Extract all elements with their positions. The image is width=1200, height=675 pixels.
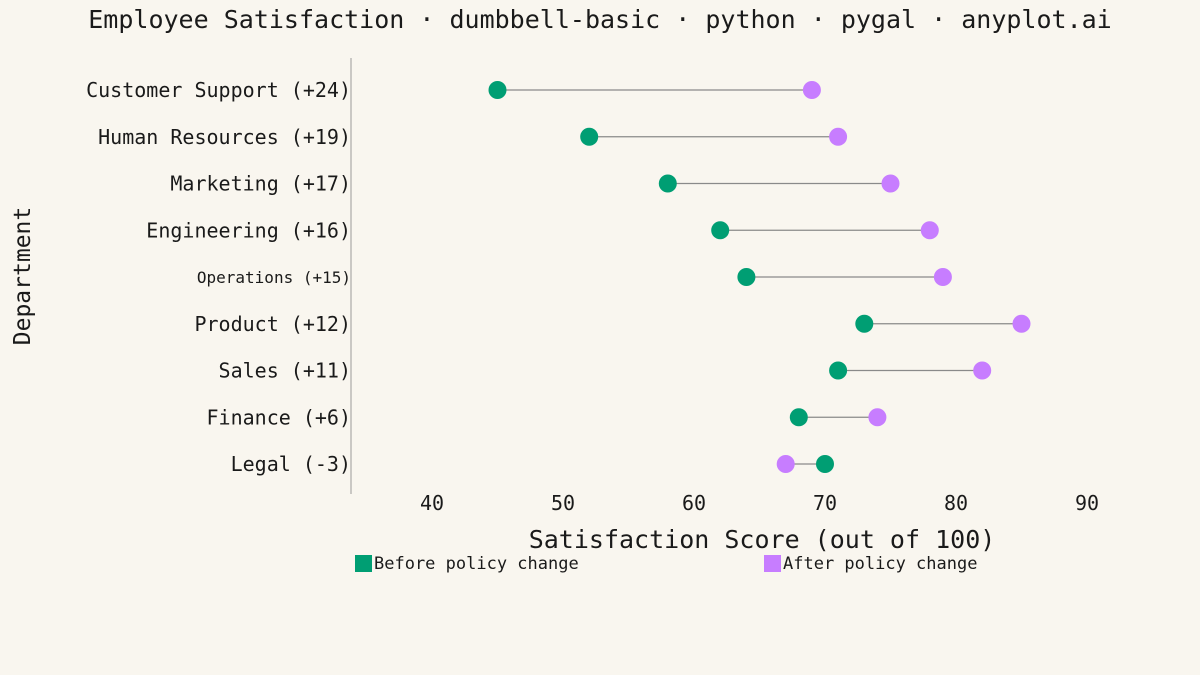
point-before-legal: [816, 455, 834, 473]
legend-swatch-after: [764, 555, 781, 572]
point-before-product: [855, 314, 874, 333]
x-tick-label-90: 90: [1075, 491, 1099, 515]
point-before-customer-support: [488, 81, 507, 99]
point-after-customer-support: [802, 81, 821, 99]
connectors: [497, 89, 1022, 465]
point-after-sales: [973, 361, 992, 380]
points: [488, 81, 1031, 473]
point-after-engineering: [920, 221, 939, 240]
legend-label-after: After policy change: [783, 554, 977, 574]
x-tick-label-40: 40: [420, 491, 444, 515]
chart-title: Employee Satisfaction · dumbbell-basic ·…: [88, 5, 1112, 34]
legend: Before policy change After policy change: [355, 554, 977, 574]
y-tick-labels: Customer Support (+24) Human Resources (+…: [86, 78, 351, 476]
x-tick-label-80: 80: [944, 491, 968, 515]
point-before-sales: [829, 361, 848, 380]
point-after-finance: [868, 408, 887, 427]
x-tick-label-50: 50: [551, 491, 575, 515]
y-tick-label-marketing: Marketing (+17): [170, 172, 351, 196]
point-after-human-resources: [829, 127, 848, 146]
point-before-marketing: [658, 174, 677, 193]
y-tick-label-customer-support: Customer Support (+24): [86, 78, 351, 102]
point-after-operations: [933, 268, 952, 286]
point-before-operations: [737, 268, 756, 286]
y-tick-label-sales: Sales (+11): [219, 359, 351, 383]
legend-swatch-before: [355, 555, 372, 572]
y-tick-label-operations: Operations (+15): [197, 268, 351, 287]
y-tick-label-finance: Finance (+6): [207, 405, 352, 429]
x-tick-labels: 40 50 60 70 80 90: [420, 491, 1099, 515]
y-tick-label-engineering: Engineering (+16): [146, 218, 351, 242]
y-tick-label-product: Product (+12): [194, 312, 351, 336]
x-tick-label-70: 70: [813, 491, 837, 515]
x-axis-label: Satisfaction Score (out of 100): [529, 525, 996, 554]
point-before-engineering: [711, 221, 730, 240]
y-axis-label: Department: [10, 207, 36, 345]
point-after-marketing: [881, 174, 900, 193]
point-after-product: [1012, 314, 1031, 333]
legend-label-before: Before policy change: [374, 554, 579, 574]
point-after-legal: [776, 455, 795, 473]
x-tick-label-60: 60: [682, 491, 706, 515]
y-tick-label-human-resources: Human Resources (+19): [98, 125, 351, 149]
y-tick-label-legal: Legal (-3): [231, 452, 351, 476]
point-before-human-resources: [580, 127, 599, 146]
point-before-finance: [789, 408, 808, 427]
